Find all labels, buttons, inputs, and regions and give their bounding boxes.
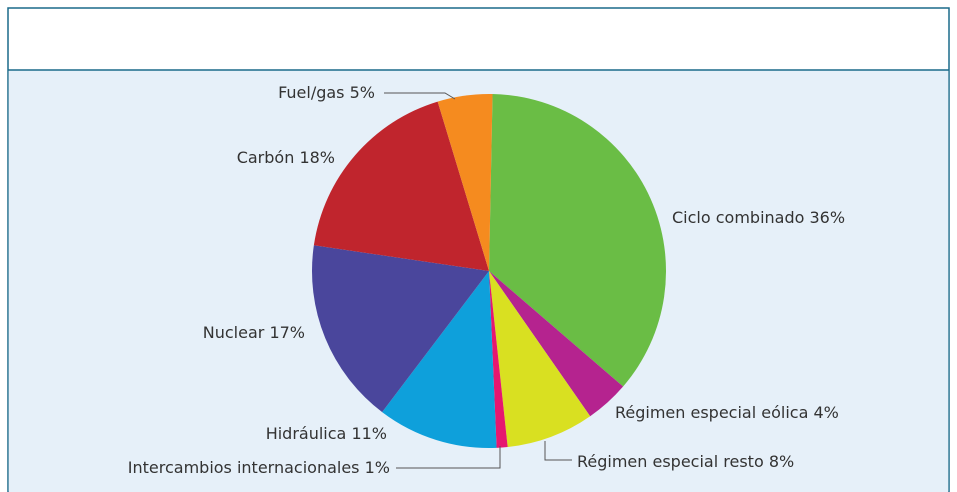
pie-slice: [489, 271, 591, 448]
pie-slice: [489, 271, 508, 448]
slice-label: Fuel/gas 5%: [278, 83, 375, 102]
slice-label: Régimen especial resto 8%: [577, 452, 794, 471]
label-value: 18%: [299, 148, 335, 167]
slice-label: Hidráulica 11%: [266, 424, 387, 443]
pie-slice: [313, 101, 489, 271]
pie-slice: [382, 271, 497, 448]
slice-label: Ciclo combinado 36%: [672, 208, 845, 227]
label-value: 4%: [813, 403, 838, 422]
label-value: 1%: [365, 458, 390, 477]
leader-line: [384, 92, 456, 100]
label-name: Intercambios internacionales: [128, 458, 360, 477]
label-value: 8%: [769, 452, 794, 471]
label-name: Carbón: [237, 148, 295, 167]
leader-line: [396, 446, 501, 469]
slice-label: Nuclear 17%: [203, 323, 305, 342]
label-name: Régimen especial eólica: [615, 403, 808, 422]
label-value: 5%: [350, 83, 375, 102]
label-name: Nuclear: [203, 323, 265, 342]
pie-slice: [489, 271, 624, 417]
pie-slice: [489, 94, 666, 387]
pie-slice: [437, 94, 493, 271]
label-name: Régimen especial resto: [577, 452, 764, 471]
slice-label: Régimen especial eólica 4%: [615, 403, 839, 422]
leader-line: [544, 441, 572, 461]
label-name: Hidráulica: [266, 424, 347, 443]
pie-slice: [312, 245, 489, 413]
label-value: 11%: [351, 424, 387, 443]
slice-label: Intercambios internacionales 1%: [128, 458, 390, 477]
label-value: 36%: [810, 208, 846, 227]
slice-label: Carbón 18%: [237, 148, 335, 167]
label-name: Fuel/gas: [278, 83, 344, 102]
label-name: Ciclo combinado: [672, 208, 804, 227]
label-value: 17%: [269, 323, 305, 342]
